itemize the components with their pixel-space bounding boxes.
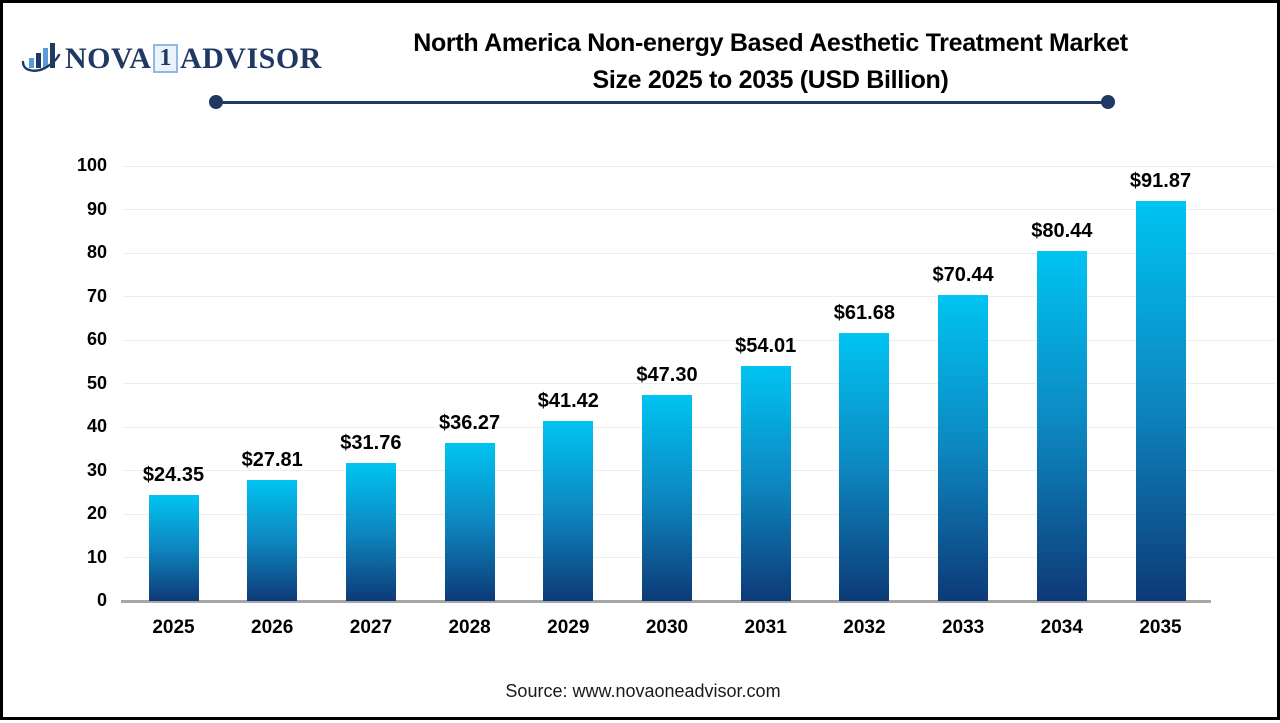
x-axis-line bbox=[121, 600, 1211, 603]
bar-value-label-2025: $24.35 bbox=[142, 464, 205, 487]
x-axis-label-2033: 2033 bbox=[941, 617, 985, 638]
bar-value-label-2029: $41.42 bbox=[537, 389, 599, 412]
y-axis-tick-label-50: 50 bbox=[86, 372, 107, 393]
logo-word-nova: NOVA bbox=[65, 41, 152, 75]
chart-title: North America Non-energy Based Aesthetic… bbox=[313, 25, 1228, 99]
logo-word-advisor: ADVISOR bbox=[179, 41, 322, 75]
x-axis-label-2035: 2035 bbox=[1139, 617, 1182, 638]
gridline-80 bbox=[123, 252, 1275, 254]
bar-2029 bbox=[543, 420, 594, 601]
chart-title-line1: North America Non-energy Based Aesthetic… bbox=[413, 29, 1128, 57]
nova-one-advisor-logo: NOVA 1 ADVISOR bbox=[21, 36, 322, 81]
y-axis-tick-label-30: 30 bbox=[86, 459, 107, 480]
title-underline bbox=[216, 101, 1108, 104]
bar-chart: 0 10 20 30 40 50 60 70 80 90 100 $24.35 2025 $27.81 20… bbox=[3, 3, 1280, 723]
bar-2032 bbox=[839, 332, 890, 601]
x-axis-label-2034: 2034 bbox=[1040, 617, 1083, 638]
bar-2030 bbox=[642, 395, 692, 601]
bar-value-label-2030: $47.30 bbox=[636, 364, 698, 387]
x-axis-label-2027: 2027 bbox=[349, 617, 393, 638]
gridline-70 bbox=[123, 296, 1275, 297]
gridline-10 bbox=[123, 557, 1275, 558]
bar-value-label-2035: $91.87 bbox=[1129, 170, 1192, 193]
x-axis-label-2031: 2031 bbox=[744, 617, 787, 638]
title-underline-left-dot bbox=[209, 95, 223, 109]
logo-one-badge: 1 bbox=[153, 44, 178, 73]
x-axis-label-2029: 2029 bbox=[547, 617, 590, 638]
y-axis-tick-label-10: 10 bbox=[86, 546, 107, 567]
gridline-100 bbox=[123, 165, 1275, 167]
bar-value-label-2031: $54.01 bbox=[735, 335, 797, 358]
x-axis-label-2025: 2025 bbox=[152, 617, 195, 638]
bar-2033 bbox=[938, 294, 989, 601]
bar-value-label-2032: $61.68 bbox=[833, 301, 895, 324]
bar-value-label-2028: $36.27 bbox=[439, 412, 501, 435]
bar-value-label-2033: $70.44 bbox=[932, 263, 994, 286]
bar-chart-swoosh-icon bbox=[21, 42, 61, 81]
logo-wordmark: NOVA 1 ADVISOR bbox=[65, 42, 322, 76]
gridline-30 bbox=[123, 470, 1275, 471]
gridline-60 bbox=[123, 339, 1275, 341]
gridline-40 bbox=[123, 426, 1275, 428]
gridline-90 bbox=[123, 209, 1275, 210]
bar-2034 bbox=[1036, 251, 1087, 601]
bar-2027 bbox=[345, 462, 396, 601]
bar-2028 bbox=[444, 443, 495, 601]
gridline-20 bbox=[123, 513, 1275, 515]
title-underline-right-dot bbox=[1101, 95, 1115, 109]
y-axis-tick-label-60: 60 bbox=[86, 329, 107, 349]
bar-value-label-2027: $31.76 bbox=[340, 431, 402, 454]
y-axis-tick-label-0: 0 bbox=[96, 590, 107, 610]
source-text: Source: www.novaoneadvisor.com bbox=[505, 681, 781, 701]
y-axis-tick-label-70: 70 bbox=[86, 285, 107, 306]
bar-2035 bbox=[1135, 201, 1186, 601]
bar-value-label-2034: $80.44 bbox=[1031, 220, 1093, 243]
bar-value-label-2026: $27.81 bbox=[241, 449, 303, 472]
chart-title-line2: Size 2025 to 2035 (USD Billion) bbox=[592, 66, 949, 94]
y-axis-tick-label-20: 20 bbox=[86, 503, 107, 523]
x-axis-label-2028: 2028 bbox=[448, 617, 491, 638]
y-axis-tick-label-100: 100 bbox=[76, 155, 107, 175]
gridline-50 bbox=[123, 383, 1275, 384]
y-axis-tick-label-40: 40 bbox=[86, 416, 107, 436]
x-axis-label-2030: 2030 bbox=[645, 617, 689, 638]
bar-2031 bbox=[740, 366, 791, 601]
bar-2026 bbox=[247, 480, 298, 601]
x-axis-label-2032: 2032 bbox=[843, 617, 886, 638]
y-axis-tick-label-80: 80 bbox=[86, 242, 107, 262]
bar-2025 bbox=[148, 495, 199, 601]
y-axis-tick-label-90: 90 bbox=[86, 198, 107, 219]
x-axis-label-2026: 2026 bbox=[251, 617, 294, 638]
